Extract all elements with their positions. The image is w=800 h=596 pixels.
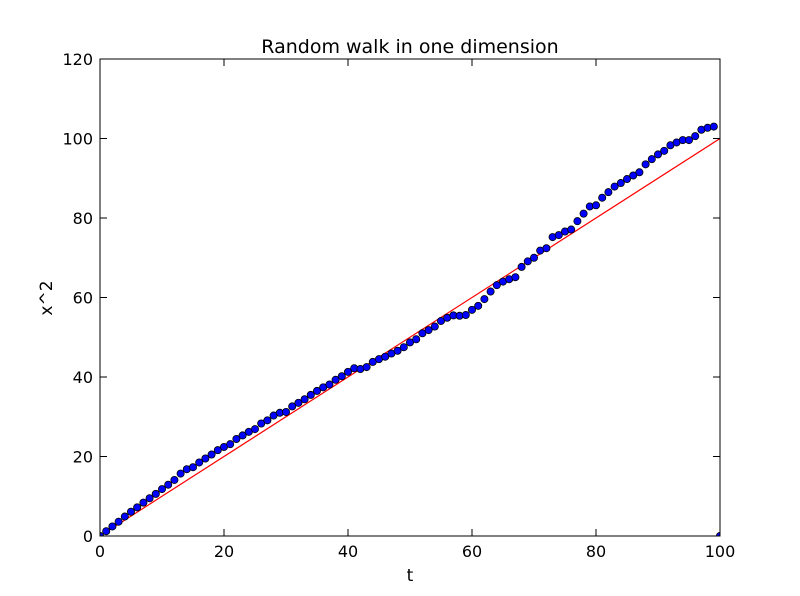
scatter-point [610, 182, 619, 191]
reference-line [100, 137, 720, 536]
scatter-point [424, 326, 433, 335]
x-tick-label: 20 [214, 542, 234, 561]
scatter-point [164, 480, 173, 489]
scatter-point [567, 225, 576, 234]
scatter-point [362, 363, 371, 372]
scatter-point [480, 295, 489, 304]
scatter-point [393, 346, 402, 355]
scatter-point [139, 498, 148, 507]
scatter-point [232, 435, 241, 444]
scatter-point [306, 390, 315, 399]
scatter-point [467, 305, 476, 314]
scatter-point [213, 446, 222, 455]
scatter-point [405, 338, 414, 347]
x-tick-label: 0 [95, 542, 105, 561]
scatter-point [201, 454, 210, 463]
x-tick-label: 100 [705, 542, 736, 561]
axes: 0 20 40 60 80 100 0 20 40 60 80 100 120 [62, 50, 735, 561]
scatter-point [263, 416, 272, 425]
scatter-point [554, 231, 563, 240]
scatter-point [312, 386, 321, 395]
x-axis-label: t [407, 566, 414, 586]
scatter-point [170, 475, 179, 484]
scatter-point [145, 494, 154, 503]
scatter-point [616, 179, 625, 188]
scatter-point [418, 329, 427, 338]
scatter-point [281, 407, 290, 416]
scatter-point [486, 287, 495, 296]
x-tick-label: 40 [338, 542, 358, 561]
scatter-point [195, 458, 204, 467]
scatter-point [331, 375, 340, 384]
scatter-point [461, 310, 470, 319]
scatter-point [226, 440, 235, 449]
scatter-point [412, 335, 421, 344]
y-tick-label: 40 [73, 368, 93, 387]
scatter-point [300, 395, 309, 404]
scatter-point [343, 367, 352, 376]
scatter-point [647, 155, 656, 164]
scatter-point [511, 273, 520, 282]
scatter-point [542, 244, 551, 253]
scatter-point [294, 398, 303, 407]
scatter-point [288, 402, 297, 411]
scatter-point [238, 431, 247, 440]
chart-title: Random walk in one dimension [261, 36, 558, 58]
scatter-point [660, 146, 669, 155]
scatter-point [325, 380, 334, 389]
scatter-point [641, 160, 650, 169]
scatter-point [635, 168, 644, 177]
scatter-point [151, 489, 160, 498]
scatter-point [436, 316, 445, 325]
scatter-point [573, 217, 582, 226]
scatter-point [176, 469, 185, 478]
y-axis-label: x^2 [37, 280, 57, 315]
scatter-point [629, 171, 638, 180]
scatter-point [399, 343, 408, 352]
scatter-point [685, 136, 694, 145]
scatter-point [598, 193, 607, 202]
scatter-point [102, 527, 111, 536]
scatter-point [492, 281, 501, 290]
scatter-point [430, 322, 439, 331]
y-tick-label: 20 [73, 448, 93, 467]
scatter-point [654, 150, 663, 159]
scatter-point [716, 532, 720, 536]
x-tick-label: 80 [586, 542, 606, 561]
scatter-point [592, 201, 601, 210]
scatter-point [133, 503, 142, 512]
plot-content [100, 122, 720, 536]
scatter-point [188, 463, 197, 472]
scatter-point [157, 485, 166, 494]
scatter-point [381, 352, 390, 361]
scatter-point [108, 522, 117, 531]
y-tick-label: 120 [62, 50, 93, 69]
scatter-point [257, 419, 266, 428]
scatter-point [207, 450, 216, 459]
y-tick-label: 0 [83, 527, 93, 546]
y-tick-label: 80 [73, 209, 93, 228]
y-tick-label: 60 [73, 289, 93, 308]
scatter-point [337, 372, 346, 381]
scatter-point [709, 122, 718, 131]
scatter-point [523, 257, 532, 266]
x-tick-label: 60 [462, 542, 482, 561]
scatter-point [579, 209, 588, 218]
scatter-point [250, 425, 259, 434]
scatter-point [604, 188, 613, 197]
scatter-point [127, 507, 136, 516]
scatter-point [691, 132, 700, 141]
plot-area [100, 122, 720, 536]
scatter-point [517, 262, 526, 271]
scatter-point [114, 517, 123, 526]
scatter-point [530, 253, 539, 262]
scatter-point [474, 301, 483, 310]
scatter-point [623, 175, 632, 184]
y-tick-label: 100 [62, 130, 93, 149]
scatter-point [120, 512, 129, 521]
